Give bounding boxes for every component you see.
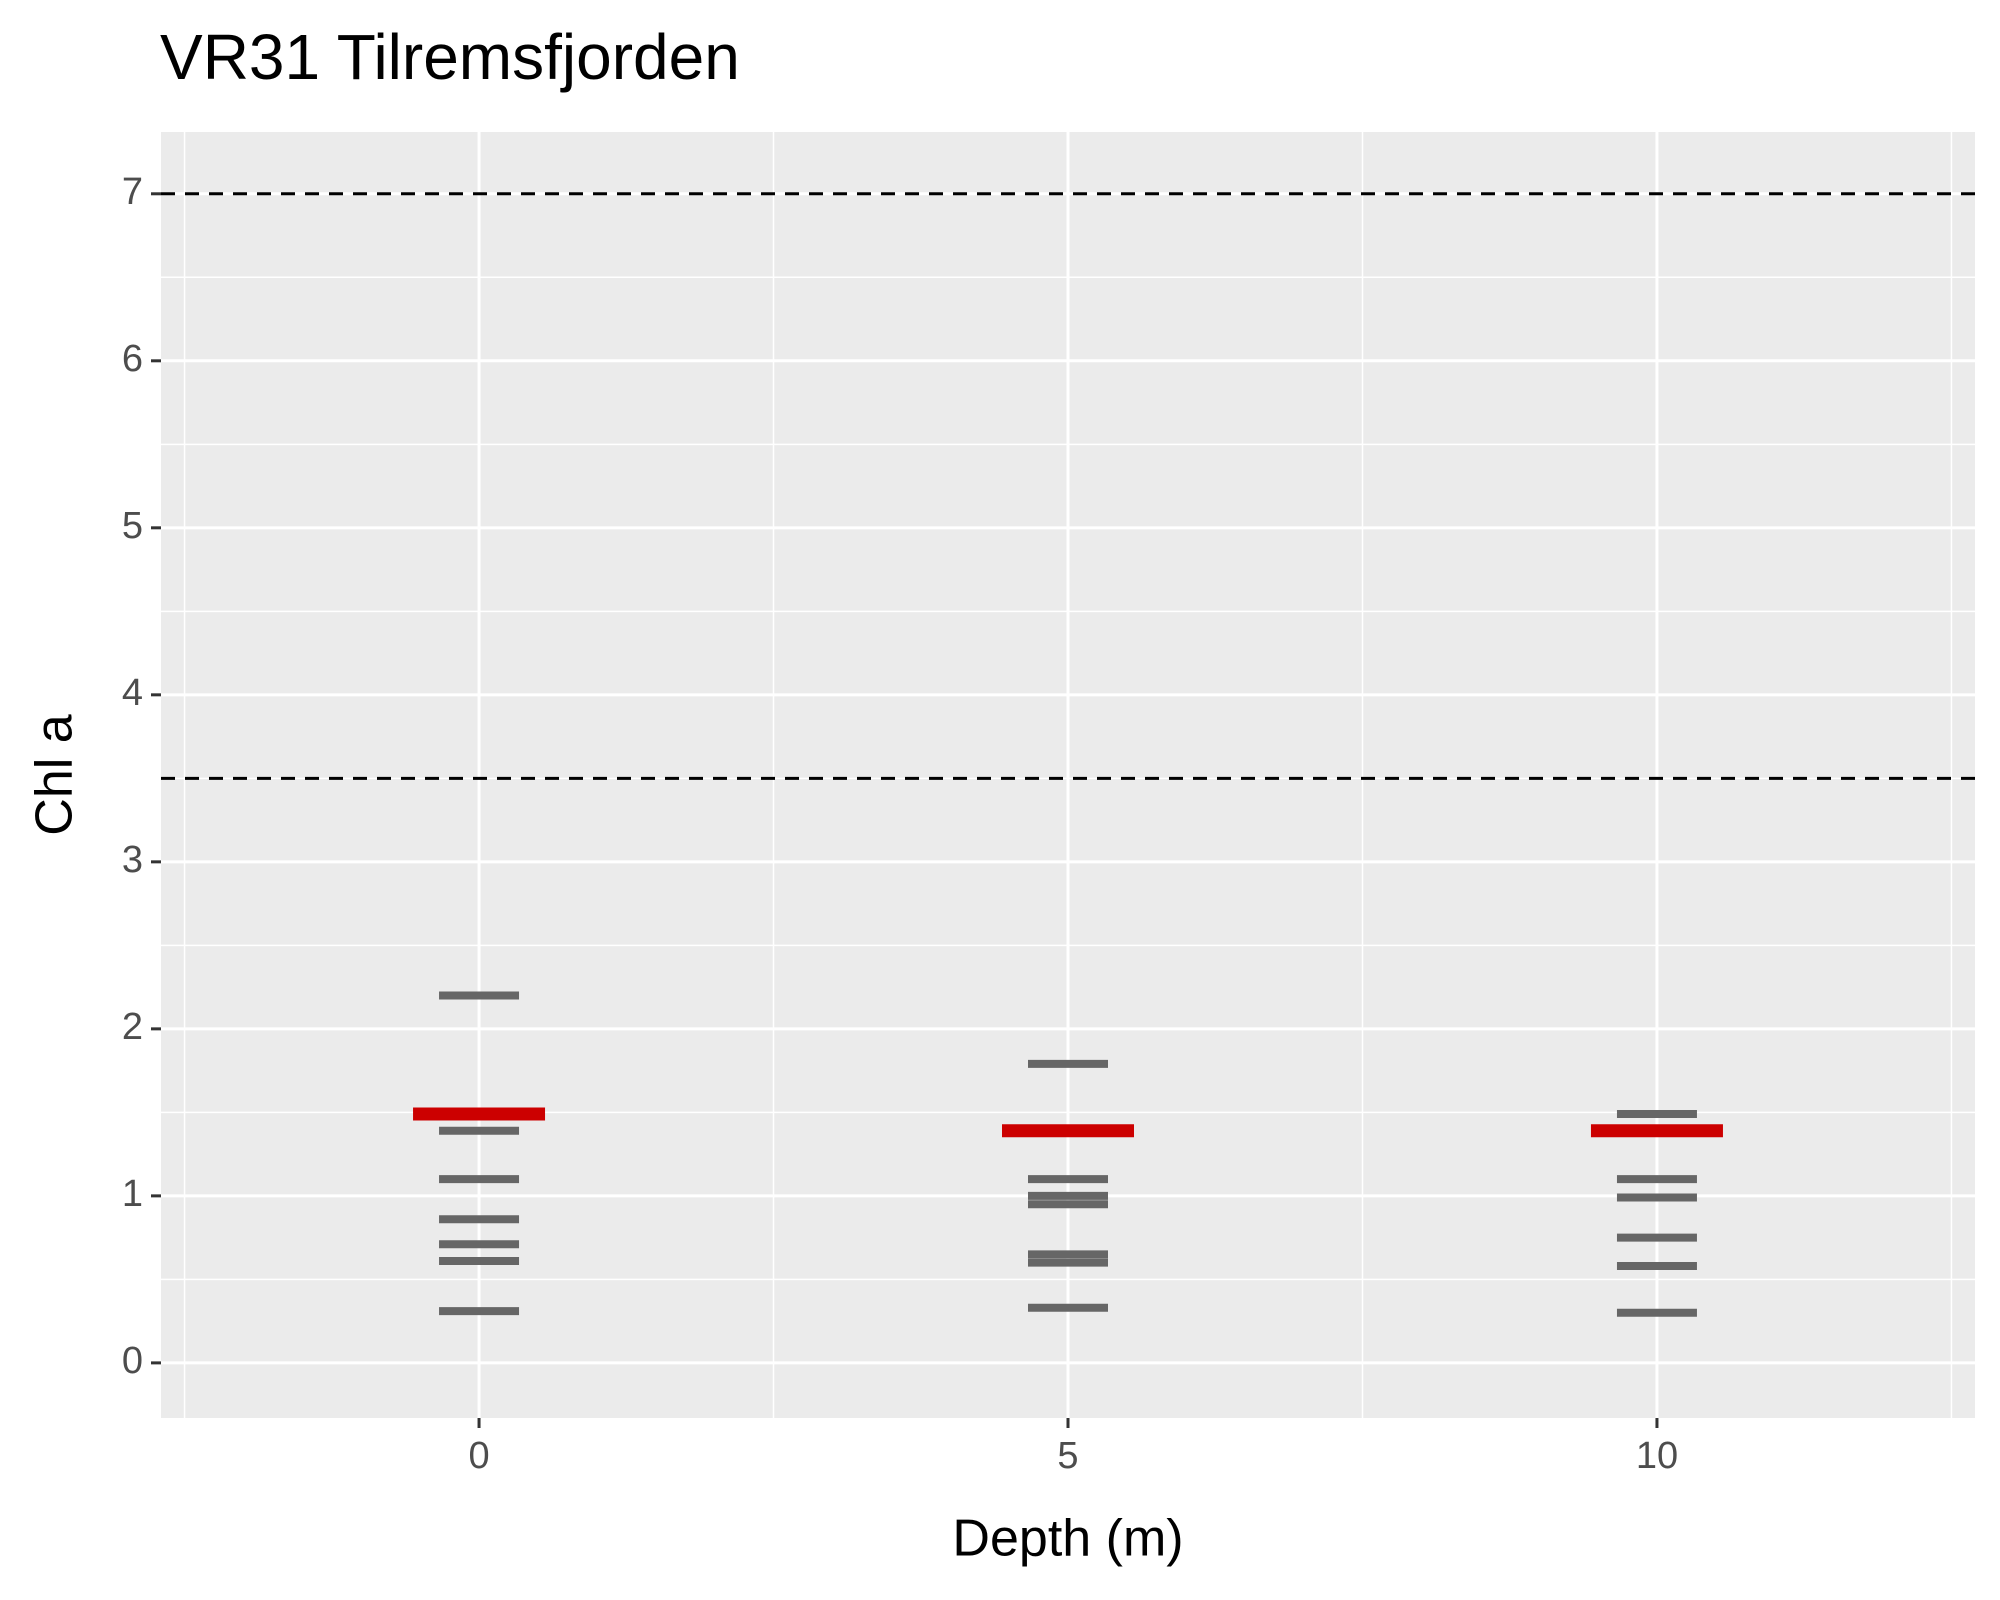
chart-title: VR31 Tilremsfjorden	[160, 21, 740, 93]
y-tick-label: 0	[122, 1340, 143, 1382]
y-tick-label: 5	[122, 505, 143, 547]
x-tick-label: 0	[468, 1435, 489, 1477]
y-tick-label: 3	[122, 839, 143, 881]
x-axis-title: Depth (m)	[952, 1510, 1183, 1568]
y-tick-label: 6	[122, 338, 143, 380]
y-axis-title: Chl a	[26, 714, 84, 835]
x-tick-label: 10	[1636, 1435, 1678, 1477]
x-tick-label: 5	[1057, 1435, 1078, 1477]
y-tick-label: 1	[122, 1173, 143, 1215]
y-tick-label: 7	[122, 171, 143, 213]
y-tick-label: 2	[122, 1006, 143, 1048]
y-tick-label: 4	[122, 672, 143, 714]
